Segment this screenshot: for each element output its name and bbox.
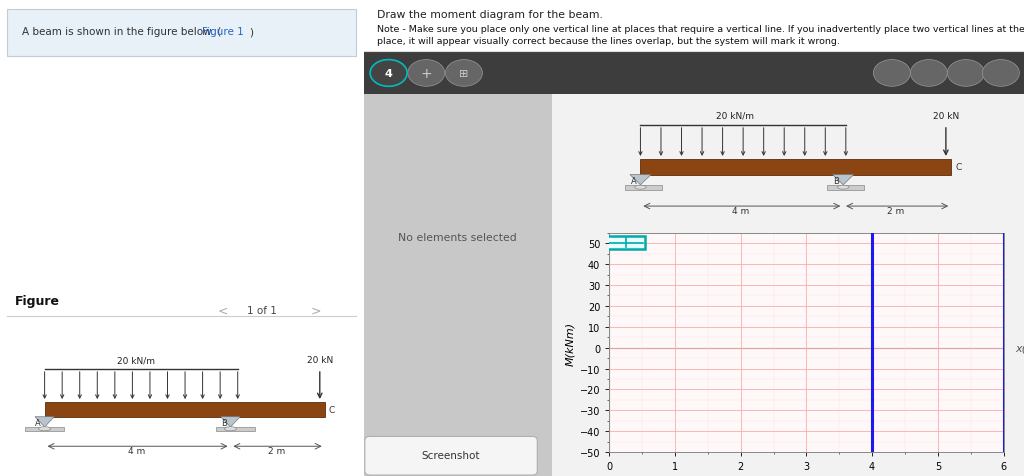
Polygon shape xyxy=(630,175,651,185)
Text: 20 kN/m: 20 kN/m xyxy=(118,356,156,365)
Ellipse shape xyxy=(39,427,50,431)
Text: 4 m: 4 m xyxy=(128,446,145,455)
Text: 4 m: 4 m xyxy=(732,207,750,216)
Text: Note - Make sure you place only one vertical line at places that require a verti: Note - Make sure you place only one vert… xyxy=(377,25,1024,34)
Bar xyxy=(45,402,325,417)
Polygon shape xyxy=(35,417,54,427)
Text: Figure: Figure xyxy=(14,294,59,307)
Text: A: A xyxy=(631,177,636,186)
Text: Screenshot: Screenshot xyxy=(422,451,480,460)
Text: A beam is shown in the figure below. (: A beam is shown in the figure below. ( xyxy=(22,28,221,37)
Bar xyxy=(552,95,1024,476)
Circle shape xyxy=(982,60,1019,87)
Circle shape xyxy=(370,60,408,87)
Text: 2 m: 2 m xyxy=(887,207,904,216)
Bar xyxy=(364,95,552,476)
Circle shape xyxy=(947,60,984,87)
Ellipse shape xyxy=(224,427,237,431)
Text: x(m): x(m) xyxy=(1016,343,1024,353)
FancyBboxPatch shape xyxy=(365,436,538,475)
Text: 1 of 1: 1 of 1 xyxy=(247,306,278,315)
Polygon shape xyxy=(221,417,240,427)
Text: place, it will appear visually correct because the lines overlap, but the system: place, it will appear visually correct b… xyxy=(377,38,840,46)
Text: 20 kN/m: 20 kN/m xyxy=(716,111,755,120)
Y-axis label: M(kNm): M(kNm) xyxy=(565,321,575,365)
Text: ⊞: ⊞ xyxy=(459,69,469,79)
Bar xyxy=(640,159,951,175)
Text: B: B xyxy=(834,177,839,186)
Text: ): ) xyxy=(249,28,253,37)
Bar xyxy=(26,427,63,432)
Text: A: A xyxy=(35,418,41,427)
Bar xyxy=(827,186,864,190)
Circle shape xyxy=(445,60,482,87)
Text: 2 m: 2 m xyxy=(267,446,285,455)
Text: No elements selected: No elements selected xyxy=(398,233,517,243)
Polygon shape xyxy=(833,175,854,185)
Text: >: > xyxy=(311,304,322,317)
Circle shape xyxy=(873,60,910,87)
Circle shape xyxy=(910,60,947,87)
Text: C: C xyxy=(329,405,335,414)
Ellipse shape xyxy=(635,186,646,190)
Text: B: B xyxy=(221,418,226,427)
Circle shape xyxy=(408,60,444,87)
Text: Draw the moment diagram for the beam.: Draw the moment diagram for the beam. xyxy=(377,10,602,20)
Text: 20 kN: 20 kN xyxy=(933,111,959,120)
FancyBboxPatch shape xyxy=(606,237,645,250)
Bar xyxy=(364,52,1024,95)
Text: Figure 1: Figure 1 xyxy=(202,28,244,37)
Bar xyxy=(625,186,662,190)
Text: +: + xyxy=(421,67,432,81)
Text: <: < xyxy=(218,304,228,317)
FancyBboxPatch shape xyxy=(7,10,356,57)
Circle shape xyxy=(370,60,408,87)
Text: C: C xyxy=(955,163,962,172)
Ellipse shape xyxy=(838,186,849,190)
Text: 20 kN: 20 kN xyxy=(306,356,333,365)
Text: 4: 4 xyxy=(385,69,392,79)
Bar xyxy=(216,427,255,432)
